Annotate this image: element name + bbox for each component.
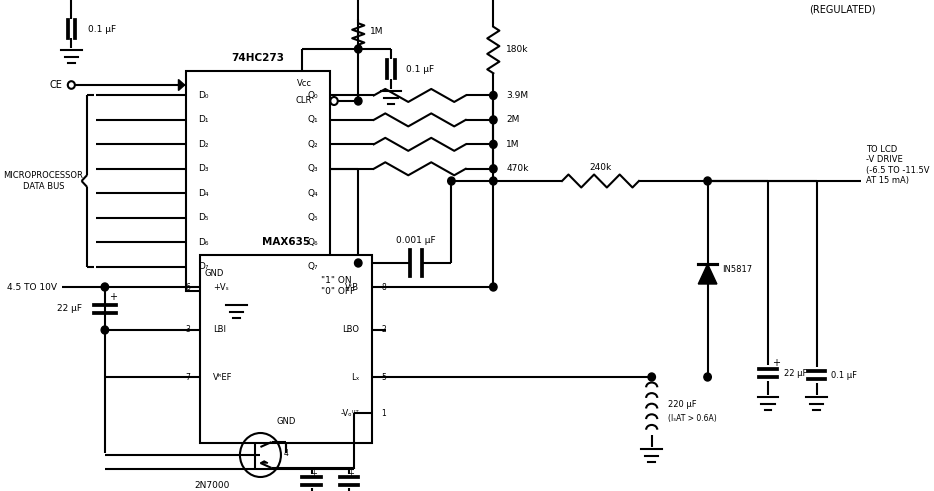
Circle shape [355, 97, 362, 105]
Circle shape [447, 177, 455, 185]
Text: D₁: D₁ [198, 115, 208, 124]
Circle shape [489, 165, 497, 173]
Text: Q₆: Q₆ [307, 238, 318, 246]
Text: Lₓ: Lₓ [351, 373, 360, 382]
Text: (REGULATED): (REGULATED) [809, 4, 875, 14]
Bar [186, 71, 331, 291]
Text: 180k: 180k [506, 45, 529, 54]
Text: +: + [108, 292, 117, 301]
Text: D₇: D₇ [198, 262, 208, 271]
Text: LBO: LBO [342, 326, 360, 334]
Text: 1M: 1M [506, 140, 520, 149]
Text: Q₇: Q₇ [307, 262, 318, 271]
Text: Q₅: Q₅ [307, 213, 318, 222]
Text: CLR: CLR [295, 97, 312, 106]
Text: Q₁: Q₁ [307, 115, 318, 124]
Circle shape [704, 373, 712, 381]
Circle shape [101, 283, 108, 291]
Text: D₅: D₅ [198, 213, 208, 222]
Text: 3.9M: 3.9M [506, 91, 529, 100]
Circle shape [489, 140, 497, 148]
Text: 1: 1 [382, 409, 387, 417]
Text: "1" ON
"0" OFF: "1" ON "0" OFF [321, 276, 355, 296]
Text: D₀: D₀ [198, 91, 208, 100]
Text: 4.5 TO 10V: 4.5 TO 10V [7, 282, 57, 292]
Text: +: + [310, 469, 317, 479]
Text: 7: 7 [186, 373, 191, 382]
Polygon shape [178, 80, 185, 90]
Text: 2M: 2M [506, 115, 519, 124]
Text: 22 μF: 22 μF [784, 369, 807, 378]
Text: 1M: 1M [371, 27, 384, 35]
Text: GND: GND [205, 269, 224, 277]
Text: Vᴄᴄ: Vᴄᴄ [297, 79, 312, 87]
Text: 0.1 μF: 0.1 μF [405, 64, 434, 74]
Text: 22 μF: 22 μF [57, 304, 81, 313]
Text: 2N7000: 2N7000 [194, 481, 230, 490]
Text: 6: 6 [186, 282, 191, 292]
Text: +: + [771, 358, 780, 368]
Text: 2: 2 [382, 326, 387, 334]
Text: 470k: 470k [506, 164, 529, 173]
Text: 3: 3 [186, 326, 191, 334]
Text: MAX635: MAX635 [262, 237, 310, 247]
Text: +Vₛ: +Vₛ [213, 282, 229, 292]
Text: LBI: LBI [213, 326, 226, 334]
Text: +: + [347, 469, 354, 479]
Text: 0.1 μF: 0.1 μF [830, 371, 856, 380]
Circle shape [704, 177, 712, 185]
Text: D₄: D₄ [198, 189, 208, 198]
Text: VᴿEF: VᴿEF [213, 373, 233, 382]
Polygon shape [261, 461, 268, 463]
Text: 8: 8 [382, 282, 387, 292]
Text: D₃: D₃ [198, 164, 208, 173]
Text: Q₂: Q₂ [307, 140, 318, 149]
Text: Q₄: Q₄ [307, 189, 318, 198]
Text: TO LCD
-V DRIVE
(-6.5 TO -11.5V
AT 15 mA): TO LCD -V DRIVE (-6.5 TO -11.5V AT 15 mA… [866, 145, 929, 185]
Text: 74HC273: 74HC273 [232, 53, 285, 63]
Text: D₆: D₆ [198, 238, 208, 246]
Circle shape [489, 283, 497, 291]
Text: D₂: D₂ [198, 140, 208, 149]
Text: IN5817: IN5817 [723, 265, 753, 273]
Text: 220 μF: 220 μF [669, 400, 697, 409]
Circle shape [648, 373, 656, 381]
Circle shape [489, 91, 497, 100]
Text: VᶠB: VᶠB [345, 282, 360, 292]
Text: 0.1 μF: 0.1 μF [88, 25, 116, 33]
Text: (IₛAT > 0.6A): (IₛAT > 0.6A) [669, 414, 717, 423]
Text: 0.001 μF: 0.001 μF [396, 236, 436, 245]
Circle shape [355, 45, 362, 53]
Circle shape [489, 116, 497, 124]
Circle shape [489, 177, 497, 185]
Text: Q₃: Q₃ [307, 164, 318, 173]
Text: 4: 4 [284, 448, 289, 458]
Text: 240k: 240k [589, 163, 612, 171]
Text: Q₀: Q₀ [307, 91, 318, 100]
Circle shape [355, 259, 362, 267]
Text: CE: CE [50, 80, 62, 90]
Bar [200, 255, 373, 443]
Text: -Vₒᵁᵀ: -Vₒᵁᵀ [340, 409, 360, 417]
Text: 5: 5 [382, 373, 387, 382]
Polygon shape [699, 264, 717, 284]
Circle shape [101, 326, 108, 334]
Text: GND: GND [276, 416, 296, 426]
Text: MICROPROCESSOR
DATA BUS: MICROPROCESSOR DATA BUS [4, 171, 83, 191]
